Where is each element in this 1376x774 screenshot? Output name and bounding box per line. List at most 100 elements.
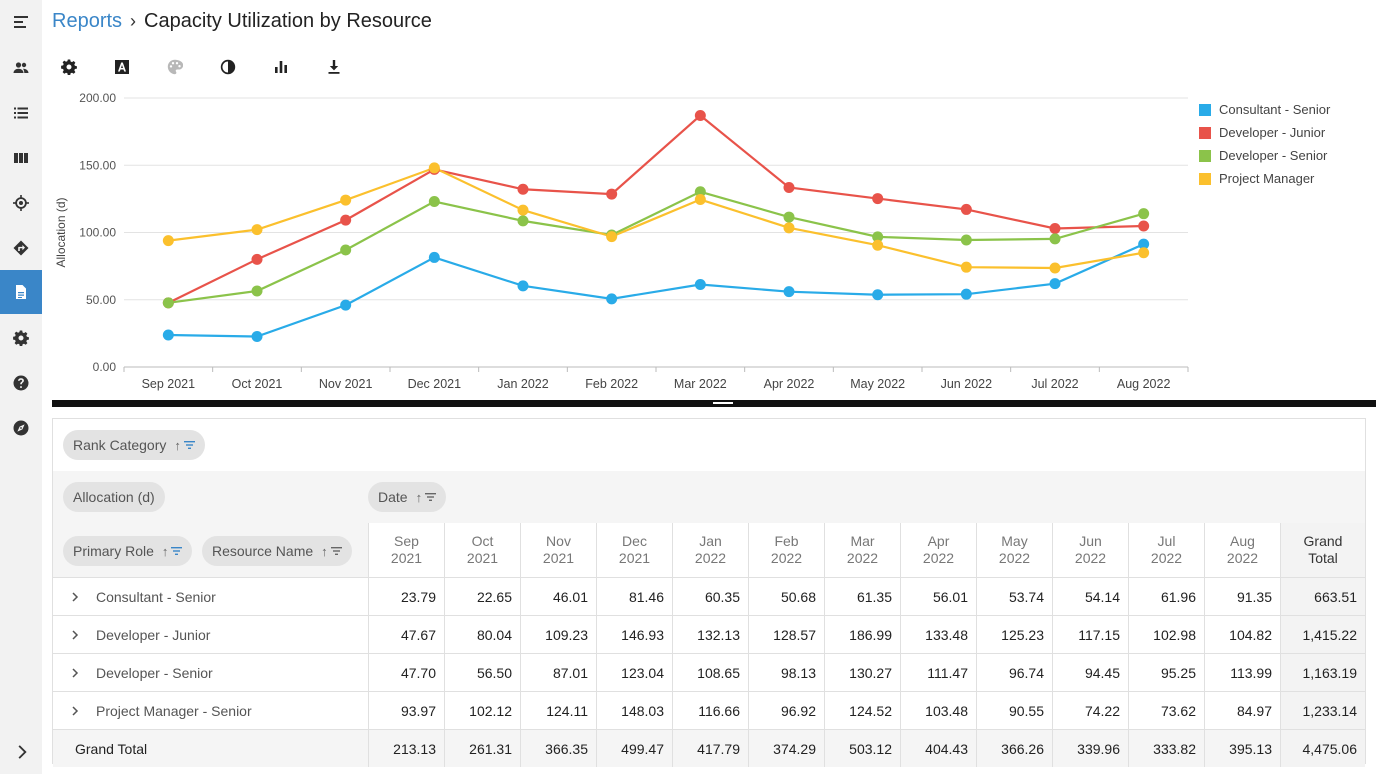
breadcrumb-reports-link[interactable]: Reports: [52, 10, 123, 32]
table-cell: 116.66: [672, 692, 748, 729]
chevron-right-icon[interactable]: [0, 730, 42, 774]
target-icon[interactable]: [0, 181, 42, 225]
filter-icon[interactable]: [171, 546, 183, 556]
legend-item[interactable]: Developer - Senior: [1199, 144, 1330, 167]
data-point: [251, 224, 263, 236]
table-cell: 339.96: [1052, 730, 1128, 767]
sort-asc-icon[interactable]: ↑: [161, 543, 169, 559]
report-icon[interactable]: [0, 270, 42, 314]
data-point: [340, 194, 352, 206]
column-header[interactable]: Apr 2022: [900, 523, 976, 577]
sort-asc-icon[interactable]: ↑: [174, 437, 181, 453]
table-cell: 503.12: [824, 730, 900, 767]
table-cell: 95.25: [1128, 654, 1204, 691]
filter-icon[interactable]: [425, 492, 437, 502]
table-cell: 56.50: [444, 654, 520, 691]
breadcrumb-separator: ›: [130, 11, 137, 31]
table-cell: 108.65: [672, 654, 748, 691]
expand-chevron-icon[interactable]: [68, 628, 82, 642]
data-point: [1138, 238, 1150, 250]
expand-chevron-icon[interactable]: [68, 704, 82, 718]
data-point: [251, 285, 263, 297]
data-point: [162, 297, 174, 309]
legend-swatch: [1199, 172, 1211, 185]
column-chip-date[interactable]: Date ↑: [368, 482, 447, 512]
data-point: [162, 329, 174, 341]
series-line: [167, 114, 1144, 304]
pane-splitter[interactable]: [52, 400, 1376, 407]
column-header[interactable]: Oct 2021: [444, 523, 520, 577]
expand-chevron-icon[interactable]: [68, 590, 82, 604]
table-cell: 74.22: [1052, 692, 1128, 729]
table-cell: 46.01: [520, 578, 596, 615]
data-point: [694, 186, 706, 198]
y-tick-label: 100.00: [79, 226, 116, 240]
gear-icon[interactable]: [0, 316, 42, 360]
filter-chip-rank-category[interactable]: Rank Category ↑: [63, 430, 205, 460]
chip-controls: ↑: [321, 544, 342, 559]
table-cell: 261.31: [444, 730, 520, 767]
help-icon[interactable]: [0, 361, 42, 405]
column-header-label: May 2022: [998, 533, 1031, 566]
row-header: Grand Total: [53, 730, 368, 767]
table-cell: 133.48: [900, 616, 976, 653]
column-header-grand-total[interactable]: Grand Total: [1280, 523, 1365, 577]
breadcrumb: Reports › Capacity Utilization by Resour…: [52, 10, 432, 33]
table-cell: 90.55: [976, 692, 1052, 729]
filter-icon[interactable]: [330, 546, 342, 556]
expand-chevron-icon[interactable]: [68, 666, 82, 680]
column-header[interactable]: Feb 2022: [748, 523, 824, 577]
table-cell: 125.23: [976, 616, 1052, 653]
filter-icon[interactable]: [183, 440, 195, 450]
column-header[interactable]: Jul 2022: [1128, 523, 1204, 577]
people-icon[interactable]: [0, 46, 42, 90]
menu-toggle-icon[interactable]: [0, 0, 42, 44]
legend-item[interactable]: Project Manager: [1199, 167, 1330, 190]
columns-icon[interactable]: [0, 136, 42, 180]
row-label: Consultant - Senior: [96, 588, 216, 605]
series-line: [168, 166, 1144, 270]
legend-label: Developer - Junior: [1219, 125, 1326, 140]
table-cell: 148.03: [596, 692, 672, 729]
column-header[interactable]: Sep 2021: [368, 523, 444, 577]
value-chip-allocation[interactable]: Allocation (d): [63, 482, 165, 512]
download-tool-icon[interactable]: [325, 58, 343, 76]
data-point: [960, 261, 972, 273]
font-tool-icon[interactable]: [113, 58, 131, 76]
column-header[interactable]: Jun 2022: [1052, 523, 1128, 577]
table-cell: 111.47: [900, 654, 976, 691]
column-header[interactable]: Dec 2021: [596, 523, 672, 577]
legend-item[interactable]: Developer - Junior: [1199, 121, 1330, 144]
contrast-tool-icon[interactable]: [219, 58, 237, 76]
row-header: Consultant - Senior: [53, 578, 368, 615]
palette-tool-icon[interactable]: [166, 58, 184, 76]
column-header[interactable]: Nov 2021: [520, 523, 596, 577]
table-cell: 109.23: [520, 616, 596, 653]
column-header[interactable]: May 2022: [976, 523, 1052, 577]
data-point: [1138, 208, 1150, 220]
directions-icon[interactable]: [0, 226, 42, 270]
compass-icon[interactable]: [0, 406, 42, 450]
legend-swatch: [1199, 126, 1211, 139]
column-header-label: Oct 2021: [466, 533, 499, 566]
column-header[interactable]: Aug 2022: [1204, 523, 1280, 577]
table-cell: 417.79: [672, 730, 748, 767]
row-chip-primary-role[interactable]: Primary Role ↑: [63, 536, 193, 566]
bar-chart-tool-icon[interactable]: [272, 58, 290, 76]
column-header-label: Dec 2021: [618, 533, 651, 566]
row-chip-resource-name[interactable]: Resource Name ↑: [202, 536, 352, 566]
settings-tool-icon[interactable]: [60, 58, 78, 76]
splitter-handle[interactable]: [713, 402, 733, 404]
column-header[interactable]: Jan 2022: [672, 523, 748, 577]
row-label: Developer - Junior: [96, 626, 211, 643]
list-icon[interactable]: [0, 91, 42, 135]
chip-label: Date: [378, 489, 408, 505]
data-point: [783, 211, 795, 223]
chip-label: Resource Name: [212, 543, 314, 559]
row-total-cell: 1,163.19: [1280, 654, 1365, 691]
data-point: [783, 222, 795, 234]
column-header[interactable]: Mar 2022: [824, 523, 900, 577]
legend-item[interactable]: Consultant - Senior: [1199, 98, 1330, 121]
sort-asc-icon[interactable]: ↑: [415, 489, 423, 505]
sort-asc-icon[interactable]: ↑: [321, 543, 328, 559]
